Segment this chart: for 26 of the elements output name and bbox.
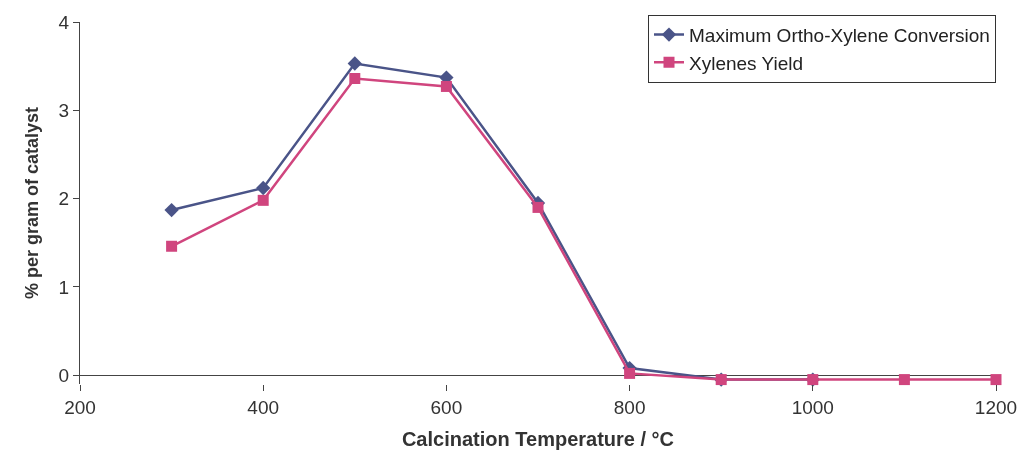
point — [990, 374, 1002, 386]
y-axis-title: % per gram of catalyst — [21, 106, 42, 300]
legend-label: Xylenes Yield — [689, 52, 804, 74]
point — [257, 194, 269, 206]
y-tick-label: 1 — [58, 276, 70, 298]
point — [256, 180, 271, 196]
point — [164, 202, 179, 218]
point — [347, 56, 362, 71]
point — [898, 374, 910, 386]
legend-label: Maximum Ortho-Xylene Conversion — [689, 25, 990, 47]
y-tick-label: 0 — [58, 364, 70, 386]
point — [440, 80, 452, 92]
y-tick-label: 2 — [58, 188, 70, 210]
x-tick-label: 200 — [64, 396, 96, 418]
point — [532, 201, 544, 213]
x-tick-label: 800 — [613, 396, 646, 418]
point — [624, 367, 636, 379]
x-tick-label: 400 — [247, 396, 280, 418]
x-axis-title: Calcination Temperature / °C — [401, 428, 675, 451]
point — [166, 240, 178, 252]
x-tick-label: 1000 — [791, 396, 834, 418]
point — [349, 73, 361, 85]
x-tick-label: 1200 — [974, 396, 1018, 418]
y-tick-label: 3 — [58, 99, 70, 121]
x-tick-label: 600 — [430, 396, 463, 418]
y-tick-label: 4 — [58, 11, 70, 33]
